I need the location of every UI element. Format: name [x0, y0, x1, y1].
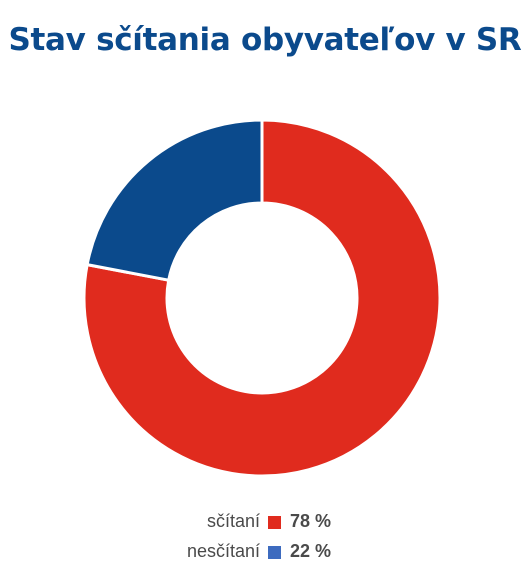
legend-swatch-red	[268, 516, 281, 529]
legend-swatch-blue	[268, 546, 281, 559]
legend-item-nescitani: nesčítaní 22 %	[0, 538, 530, 564]
legend-item-scitani: sčítaní 78 %	[0, 508, 530, 534]
legend-value: 22 %	[290, 541, 332, 561]
donut-chart	[82, 118, 442, 478]
chart-title: Stav sčítania obyvateľov v SR	[8, 22, 522, 58]
legend-label: sčítaní	[206, 511, 260, 531]
legend-label: nesčítaní	[186, 541, 260, 561]
legend-value: 78 %	[290, 511, 332, 531]
donut-slice-nescitani	[85, 118, 264, 282]
donut-slice-scitani	[82, 118, 442, 478]
